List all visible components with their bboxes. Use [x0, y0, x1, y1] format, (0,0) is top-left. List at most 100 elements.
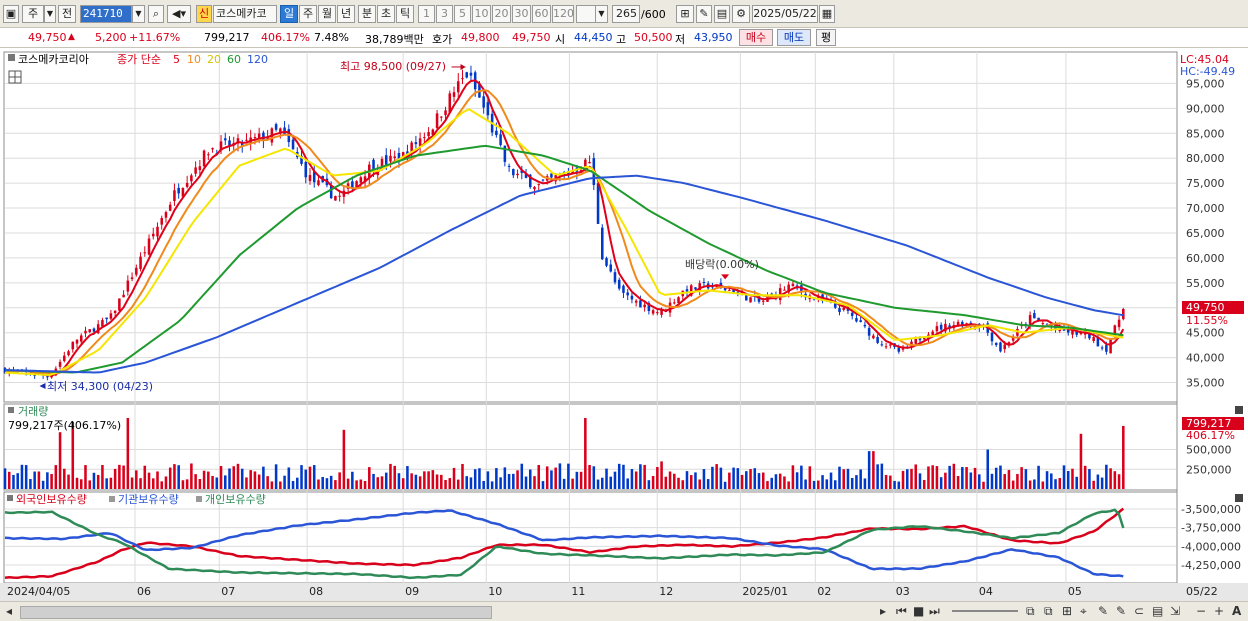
window-menu-icon[interactable]: ▣: [3, 5, 19, 23]
speaker-icon[interactable]: ◀▾: [167, 5, 191, 23]
scroll-left-icon[interactable]: ◂: [6, 604, 13, 618]
draw-icon[interactable]: ✎: [1098, 604, 1109, 618]
indicator-icon[interactable]: ⊞: [676, 5, 694, 23]
month-tick-label: 03: [896, 585, 910, 598]
draw-tool-icon[interactable]: ✎: [696, 5, 712, 23]
period-year-tab[interactable]: 년: [337, 5, 355, 23]
zoom-slider[interactable]: [952, 610, 1018, 612]
candle-body: [1041, 323, 1045, 325]
volume-bar: [410, 473, 413, 489]
zoom-in-button[interactable]: +: [1214, 604, 1225, 618]
volume-bar: [1054, 479, 1057, 489]
volume-bar: [363, 481, 367, 489]
volume-bar: [92, 472, 96, 489]
draw2-icon[interactable]: ✎: [1116, 604, 1127, 618]
candle-body: [156, 226, 159, 237]
play-icon[interactable]: ▸: [880, 604, 887, 618]
month-tick-label: 2024/04/05: [7, 585, 70, 598]
volume-bar: [817, 480, 820, 489]
interval-30[interactable]: 30: [512, 5, 531, 23]
settings-icon[interactable]: ⚙: [732, 5, 750, 23]
candle-body: [228, 140, 231, 147]
market-select[interactable]: 주: [22, 5, 44, 23]
period-minute-tab[interactable]: 분: [358, 5, 376, 23]
volume-bar: [634, 471, 638, 489]
sell-button[interactable]: 매도: [777, 29, 811, 46]
candle-body: [440, 116, 443, 118]
volume-bar: [503, 467, 507, 489]
interval-3[interactable]: 3: [436, 5, 453, 23]
interval-60[interactable]: 60: [532, 5, 551, 23]
interval-20[interactable]: 20: [492, 5, 511, 23]
stock-name-field[interactable]: 코스메카코: [213, 5, 277, 23]
volume-bar: [745, 471, 748, 489]
volume-bar: [1122, 425, 1125, 489]
interval-dropdown-icon[interactable]: ▼: [595, 5, 608, 23]
volume-bar: [219, 466, 223, 489]
search-icon[interactable]: ⌕: [148, 5, 164, 23]
count-input[interactable]: 265: [612, 5, 640, 23]
save-icon[interactable]: ▤: [714, 5, 730, 23]
avg-button[interactable]: 평: [816, 29, 836, 46]
fast-forward-icon[interactable]: ⏭: [929, 604, 940, 618]
volume-bar: [889, 475, 892, 489]
zoom-out-button[interactable]: −: [1196, 604, 1207, 618]
candle-body: [448, 93, 452, 113]
font-size-button[interactable]: A: [1232, 604, 1242, 618]
candle-body: [338, 195, 341, 197]
buy-button[interactable]: 매수: [739, 29, 773, 46]
panel-handle-icon[interactable]: [8, 54, 15, 61]
interval-5[interactable]: 5: [454, 5, 471, 23]
volume-bar: [456, 479, 460, 489]
volume-bar: [368, 467, 371, 489]
period-week-tab[interactable]: 주: [299, 5, 317, 23]
candle-body: [279, 128, 282, 134]
code-dropdown-icon[interactable]: ▼: [132, 5, 145, 23]
candle-body: [1075, 330, 1078, 335]
print-icon[interactable]: ▤: [1152, 604, 1164, 618]
layout-icon[interactable]: ⧉: [1026, 604, 1035, 618]
holding-close-icon[interactable]: [1235, 494, 1243, 502]
market-dropdown-icon[interactable]: ▼: [44, 5, 56, 23]
volume-bar: [939, 477, 943, 489]
scroll-thumb[interactable]: [20, 606, 492, 619]
stop-icon[interactable]: ■: [913, 604, 925, 618]
stock-code-input[interactable]: 241710: [80, 5, 132, 23]
crosshair-icon[interactable]: ⌖: [1080, 604, 1087, 618]
period-second-tab[interactable]: 초: [377, 5, 395, 23]
interval-1[interactable]: 1: [418, 5, 435, 23]
volume-bar: [800, 465, 803, 489]
month-tick-label: 06: [137, 585, 151, 598]
candle-body: [872, 335, 875, 339]
period-day-tab[interactable]: 일: [280, 5, 298, 23]
candle-body: [732, 289, 735, 294]
candle-body: [677, 297, 680, 304]
candle-body: [1117, 319, 1121, 328]
grid-icon[interactable]: ⊞: [1062, 604, 1073, 618]
magnet-icon[interactable]: ⊂: [1134, 604, 1145, 618]
volume-handle-icon[interactable]: [8, 407, 14, 413]
holding-handle-icon[interactable]: [7, 495, 13, 501]
calendar-icon[interactable]: ▦: [819, 5, 835, 23]
price-tick-label: 55,000: [1186, 277, 1225, 290]
layout2-icon[interactable]: ⧉: [1044, 604, 1053, 618]
candle-body: [1066, 328, 1070, 333]
volume-bar: [545, 466, 549, 489]
candle-body: [482, 96, 485, 108]
volume-bar: [228, 468, 231, 489]
interval-120[interactable]: 120: [552, 5, 574, 23]
volume-bar: [935, 466, 939, 489]
volume-bar: [956, 475, 960, 489]
date-input[interactable]: 2025/05/22: [752, 5, 818, 23]
volume-bar: [181, 480, 185, 489]
period-month-tab[interactable]: 월: [318, 5, 336, 23]
prev-button[interactable]: 전: [58, 5, 76, 23]
candle-body: [660, 309, 663, 315]
period-tick-tab[interactable]: 틱: [396, 5, 414, 23]
interval-10[interactable]: 10: [472, 5, 491, 23]
export-icon[interactable]: ⇲: [1170, 604, 1181, 618]
volume-close-icon[interactable]: [1235, 406, 1243, 414]
volume-bar: [397, 473, 401, 489]
rewind-icon[interactable]: ⏮: [896, 604, 907, 618]
volume-bar: [270, 481, 274, 489]
